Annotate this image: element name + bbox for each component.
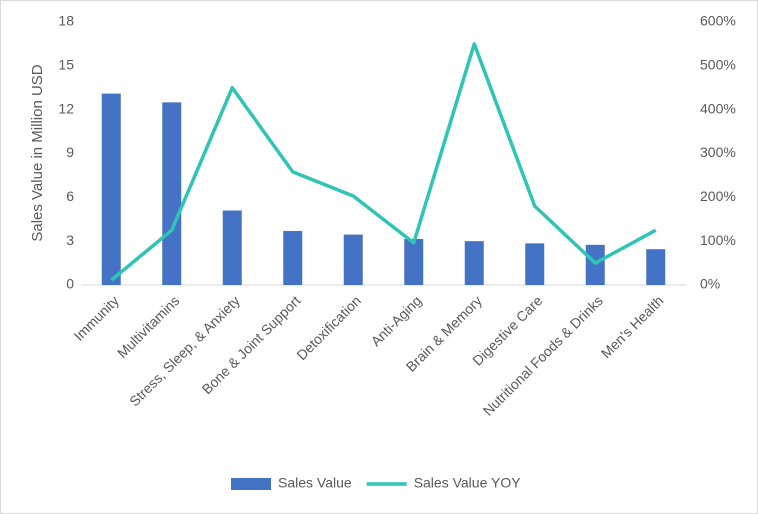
bar xyxy=(343,234,363,285)
y2-tick-label: 0% xyxy=(700,276,720,292)
legend-label: Sales Value xyxy=(278,475,352,491)
bar xyxy=(101,93,121,285)
bar xyxy=(525,243,545,285)
y-tick-label: 9 xyxy=(66,144,74,160)
y2-tick-label: 300% xyxy=(700,144,736,160)
bar xyxy=(646,249,666,285)
bar xyxy=(283,230,303,285)
y-tick-label: 3 xyxy=(66,232,74,248)
bar xyxy=(464,241,484,285)
bar xyxy=(162,102,182,285)
y2-tick-label: 600% xyxy=(700,13,736,29)
bar xyxy=(222,210,242,285)
y-tick-label: 12 xyxy=(58,100,74,116)
y2-tick-label: 200% xyxy=(700,188,736,204)
y2-tick-label: 100% xyxy=(700,232,736,248)
y-tick-label: 18 xyxy=(58,13,74,29)
bar xyxy=(585,244,605,285)
bar xyxy=(404,238,424,285)
y-axis-title: Sales Value in Million USD xyxy=(29,64,46,241)
legend-swatch xyxy=(231,478,271,490)
y-tick-label: 6 xyxy=(66,188,74,204)
y2-tick-label: 400% xyxy=(700,100,736,116)
legend-label: Sales Value YOY xyxy=(414,475,522,491)
y-tick-label: 15 xyxy=(58,57,74,73)
y2-tick-label: 500% xyxy=(700,57,736,73)
y-tick-label: 0 xyxy=(66,276,74,292)
line xyxy=(110,42,657,282)
